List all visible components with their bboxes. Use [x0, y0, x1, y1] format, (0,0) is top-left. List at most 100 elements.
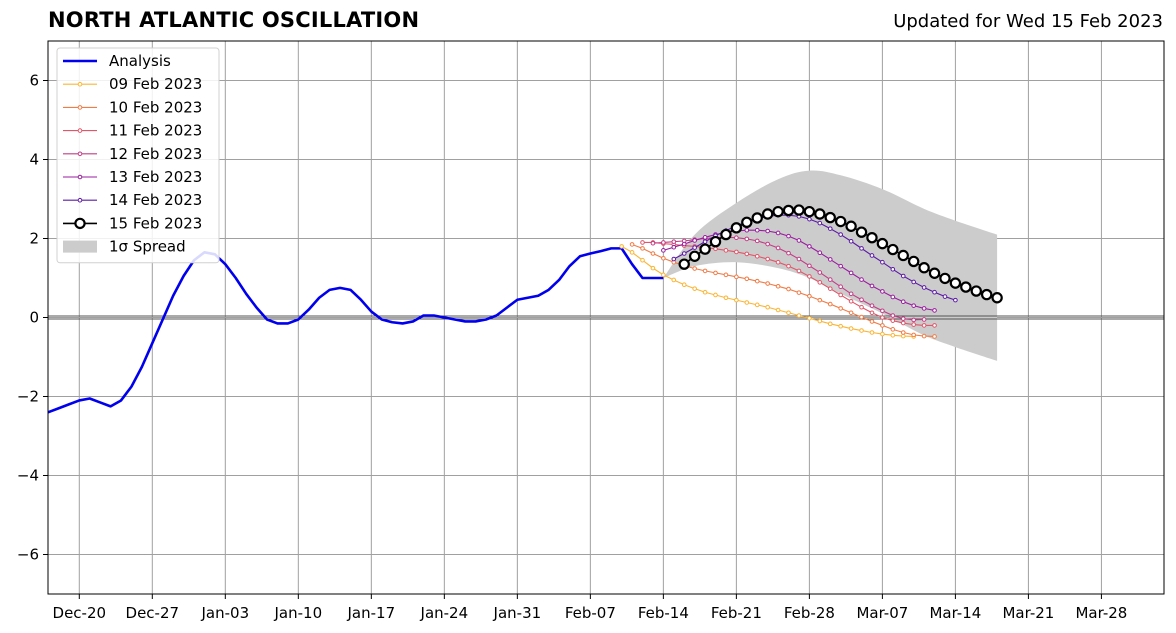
forecast-point: [629, 250, 635, 255]
forecast-point: [786, 310, 791, 316]
forecast-point: [754, 278, 760, 284]
xtick-label: Feb-21: [711, 604, 762, 622]
forecast-point: [713, 292, 718, 298]
forecast-point: [834, 215, 847, 228]
forecast-point: [720, 228, 732, 241]
forecast-point: [897, 249, 909, 262]
forecast-point: [775, 230, 781, 236]
forecast-point: [817, 220, 823, 226]
forecast-point: [890, 313, 896, 318]
forecast-point: [838, 263, 843, 269]
forecast-point: [869, 310, 875, 316]
forecast-point: [949, 277, 962, 289]
ytick-label: −4: [17, 467, 39, 485]
forecast-point: [807, 263, 812, 269]
forecast-point: [796, 268, 802, 274]
forecast-point: [650, 251, 656, 256]
forecast-point: [869, 253, 875, 258]
legend-marker-forecast: [77, 151, 83, 157]
legend-label-forecast: 10 Feb 2023: [109, 98, 202, 116]
forecast-point: [678, 258, 690, 270]
forecast-point: [928, 267, 941, 279]
forecast-point: [970, 285, 982, 297]
forecast-point: [807, 216, 812, 222]
forecast-point: [661, 255, 666, 261]
forecast-point: [741, 216, 753, 229]
forecast-point: [661, 272, 666, 278]
forecast-point: [838, 232, 843, 237]
ytick-label: 0: [29, 309, 39, 327]
legend-marker-forecast: [77, 197, 83, 203]
forecast-point: [848, 270, 854, 276]
zero-line: [48, 315, 1164, 320]
spread-area: [663, 170, 998, 361]
forecast-point: [751, 212, 763, 224]
forecast-point: [890, 327, 896, 332]
forecast-point: [723, 295, 729, 301]
forecast-point: [827, 226, 833, 231]
forecast-point: [723, 248, 729, 253]
forecast-point: [796, 238, 802, 243]
legend: Analysis 09 Feb 2023 10 Feb 2023 11 Feb 202…: [56, 47, 220, 264]
forecast-point: [817, 318, 823, 324]
forecast-point: [754, 238, 760, 244]
forecast-point: [817, 280, 823, 285]
forecast-point: [814, 208, 826, 220]
forecast-point: [744, 251, 750, 257]
xtick-label: Feb-28: [784, 604, 835, 622]
legend-marker-forecast: [74, 217, 86, 230]
forecast-point: [911, 303, 916, 308]
forecast-point: [900, 330, 906, 335]
legend-marker-forecast: [77, 105, 83, 110]
forecast-point: [734, 274, 739, 280]
forecast-point: [786, 286, 791, 292]
forecast-point: [859, 314, 864, 320]
axis-ticks: −6 −4 −2 0 2 4 6 Dec-20 Dec-27 Jan-03 Jan-10 Jan-17…: [17, 72, 1127, 623]
forecast-point: [681, 282, 687, 288]
legend-label-forecast: 11 Feb 2023: [109, 122, 202, 140]
forecast-point: [765, 281, 770, 286]
forecast-point: [848, 291, 854, 297]
forecast-point: [827, 301, 833, 307]
forecast-point: [807, 293, 812, 299]
forecast-point: [723, 272, 729, 278]
forecast-point: [688, 250, 701, 262]
xtick-label: Jan-03: [200, 604, 249, 622]
forecast-point: [713, 270, 718, 276]
forecast-point: [827, 257, 833, 262]
forecast-point: [848, 299, 854, 304]
forecast-point: [629, 242, 635, 247]
forecast-point: [640, 257, 645, 263]
forecast-point: [921, 317, 927, 322]
forecast-point: [869, 319, 875, 324]
forecast-point: [807, 315, 812, 321]
forecast-point: [900, 320, 906, 326]
forecast-point: [817, 250, 823, 256]
forecast-point: [932, 334, 937, 339]
forecast-point: [699, 243, 711, 255]
xtick-label: Jan-10: [274, 604, 323, 622]
legend-box: [56, 47, 220, 264]
forecast-point: [640, 246, 645, 251]
xtick-label: Dec-27: [126, 604, 180, 622]
spread-band: [663, 170, 998, 361]
forecast-point: [887, 243, 899, 256]
forecast-point: [900, 316, 906, 321]
forecast-point: [775, 259, 781, 265]
forecast-point: [754, 227, 760, 233]
forecast-point: [838, 306, 843, 311]
xtick-label: Feb-14: [638, 604, 689, 622]
forecast-point: [702, 268, 708, 274]
forecast-point: [827, 277, 833, 282]
forecast-point: [848, 238, 854, 244]
forecast-point: [827, 321, 833, 327]
forecast-point: [838, 284, 843, 289]
forecast-point: [866, 232, 878, 244]
xtick-label: Jan-24: [420, 604, 469, 622]
series-forecast-15-feb-2023: [678, 204, 1003, 304]
forecast-point: [921, 323, 927, 328]
forecast-point: [671, 239, 677, 244]
forecast-point: [796, 256, 802, 262]
forecast-point: [730, 222, 743, 234]
